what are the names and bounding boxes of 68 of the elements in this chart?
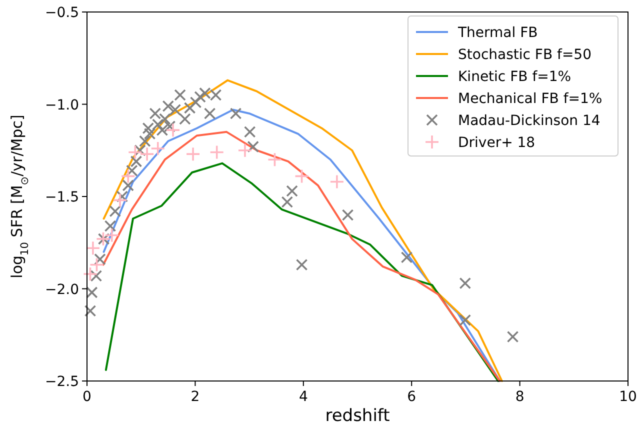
point (204, 108, 216, 120)
y-tick-label: −0.5 (45, 5, 79, 21)
point (186, 146, 200, 162)
x-tick-label: 8 (515, 389, 524, 405)
legend-label: Mechanical FB f=1% (458, 91, 602, 107)
point (209, 144, 224, 160)
point (89, 257, 104, 272)
point (190, 96, 202, 108)
point (238, 142, 252, 158)
point (459, 314, 472, 326)
point (281, 196, 294, 208)
point (247, 140, 259, 153)
point (84, 304, 96, 317)
legend-label: Kinetic FB f=1% (458, 69, 572, 85)
point (244, 126, 256, 138)
point (169, 104, 182, 116)
point (459, 277, 472, 290)
point (286, 185, 298, 197)
legend-label: Stochastic FB f=50 (458, 47, 592, 63)
point (179, 113, 191, 125)
point (159, 113, 171, 125)
point (194, 90, 206, 103)
x-tick-label: 2 (190, 389, 200, 405)
point (156, 124, 168, 136)
point (174, 89, 186, 101)
point (230, 108, 242, 120)
y-tick-label: −1.0 (45, 97, 79, 114)
point (506, 330, 519, 343)
point (144, 128, 156, 140)
x-tick-label: 4 (298, 389, 308, 405)
x-axis-title: redshift (325, 406, 390, 426)
legend-label: Thermal FB (457, 25, 538, 41)
point (138, 135, 151, 148)
point (82, 266, 98, 282)
point (122, 180, 134, 192)
point (342, 209, 354, 221)
point (126, 164, 138, 177)
y-tick-label: −2.0 (45, 282, 79, 298)
point (94, 253, 106, 266)
x-tick-label: 6 (407, 389, 416, 405)
point (109, 205, 122, 218)
point (149, 108, 162, 120)
point (120, 168, 136, 184)
x-tick-label: 0 (82, 389, 92, 405)
point (162, 100, 174, 112)
point (90, 270, 102, 282)
point (400, 251, 413, 264)
point (104, 228, 120, 243)
point (184, 102, 196, 114)
point (112, 192, 128, 208)
point (140, 146, 154, 162)
point (134, 144, 146, 156)
y-tick-label: −1.5 (45, 190, 79, 206)
point (130, 156, 142, 168)
point (150, 141, 166, 156)
y-tick-label: −2.5 (45, 374, 79, 390)
point (104, 220, 116, 232)
point (267, 152, 282, 167)
point (128, 144, 143, 160)
x-tick-label: 10 (619, 389, 637, 405)
point (86, 286, 98, 298)
point (296, 258, 308, 271)
point (294, 168, 310, 184)
point (116, 190, 128, 202)
point (330, 174, 344, 190)
legend-label: Madau-Dickinson 14 (458, 113, 600, 129)
point (86, 240, 100, 256)
legend-label: Driver+ 18 (458, 135, 536, 151)
